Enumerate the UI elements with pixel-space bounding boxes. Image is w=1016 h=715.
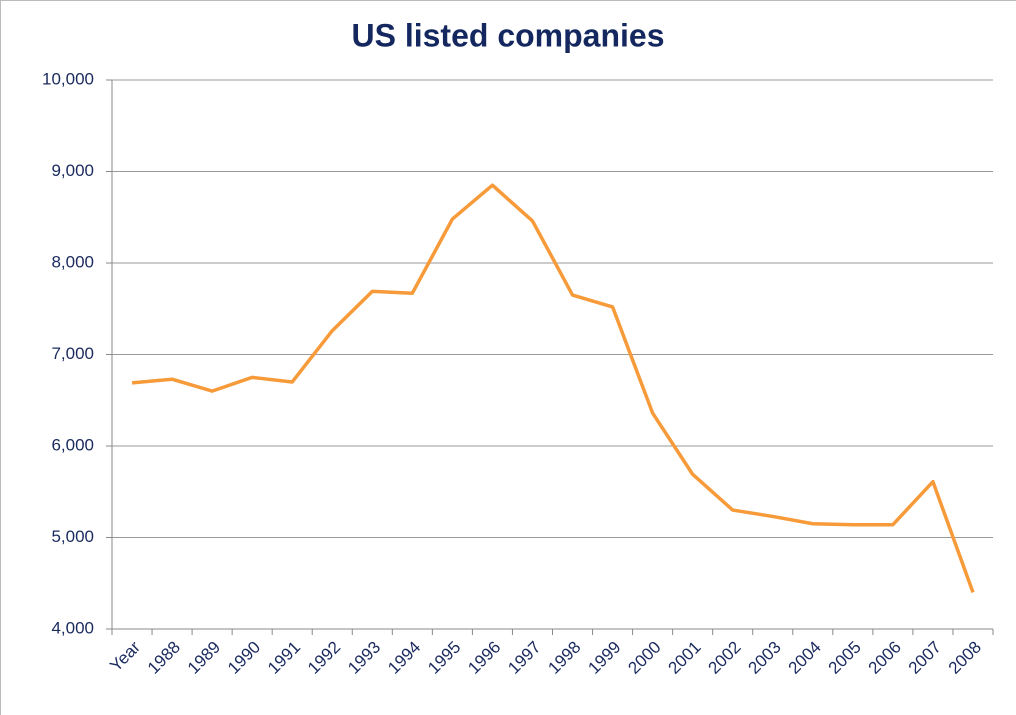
y-tick-label: 4,000 [51, 618, 94, 637]
x-tick-label: 2007 [905, 638, 945, 678]
y-tick-label: 8,000 [51, 252, 94, 271]
x-tick-label: 2006 [865, 638, 905, 678]
x-tick-label: 2005 [825, 638, 865, 678]
x-tick-label: 1992 [304, 638, 344, 678]
x-tick-label: 2003 [745, 638, 785, 678]
y-tick-label: 7,000 [51, 344, 94, 363]
x-tick-label: 1993 [344, 638, 384, 678]
y-tick-label: 6,000 [51, 435, 94, 454]
x-tick-label: 2002 [705, 638, 745, 678]
x-tick-label: 1988 [144, 638, 184, 678]
x-tick-label: 1990 [224, 638, 264, 678]
y-tick-label: 9,000 [51, 161, 94, 180]
x-tick-label: 2000 [624, 638, 664, 678]
x-tick-label: 1999 [584, 638, 624, 678]
x-tick-label: 1997 [504, 638, 544, 678]
x-tick-label: 1996 [464, 638, 504, 678]
x-tick-label: 1998 [544, 638, 584, 678]
line-series [131, 183, 975, 593]
x-tick-label: 1995 [424, 638, 464, 678]
x-tick-label: 1991 [264, 638, 304, 678]
x-tick-label: 2001 [664, 638, 704, 678]
x-tick-label: 2004 [785, 638, 825, 678]
y-tick-label: 10,000 [42, 69, 94, 88]
x-tick-label: 2008 [945, 638, 985, 678]
x-tick-label: 1989 [184, 638, 224, 678]
chart-title: US listed companies [352, 17, 665, 53]
x-tick-label: 1994 [384, 638, 424, 678]
y-tick-label: 5,000 [51, 527, 94, 546]
x-tick-label: Year [106, 637, 144, 675]
